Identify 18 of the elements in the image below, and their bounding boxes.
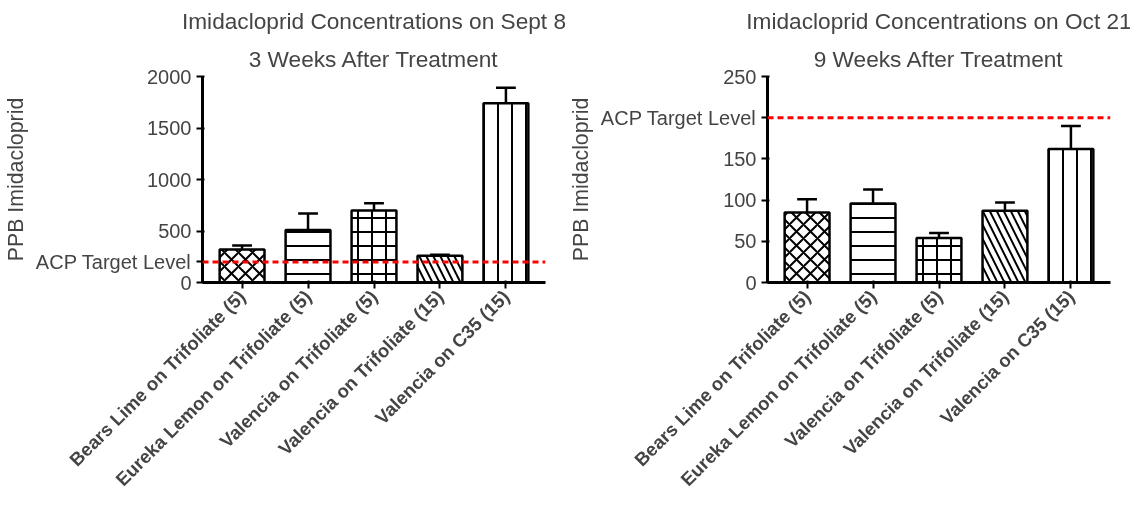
chart-title: Imidacloprid Concentrations on Oct 21 [746,7,1132,34]
y-tick-label: 0 [745,271,757,294]
y-tick-label: 50 [734,230,757,253]
y-tick-label: 500 [158,220,192,242]
y-tick-label: 250 [723,65,757,88]
y-tick-label: 150 [723,147,757,170]
y-tick-label: 1500 [147,117,192,139]
chart-subtitle: 9 Weeks After Treatment [813,45,1064,72]
y-axis-title: PPB Imidacloprid [3,97,28,262]
y-tick-label: 0 [180,271,192,294]
y-tick-label: 1000 [147,168,192,191]
y-tick-label: ACP Target Level [600,106,756,129]
y-tick-label: 2000 [147,65,192,88]
y-tick-label: ACP Target Level [35,250,191,273]
y-axis-title: PPB Imidacloprid [568,97,593,262]
y-tick-label: 100 [723,189,757,212]
chart-title: Imidacloprid Concentrations on Sept 8 [181,7,567,34]
chart-subtitle: 3 Weeks After Treatment [248,45,499,72]
